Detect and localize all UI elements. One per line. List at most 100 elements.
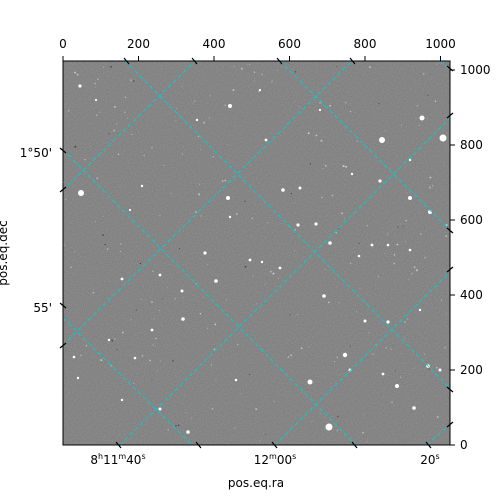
faint-star xyxy=(256,303,258,305)
ra-tick-labels: 8h11m40s 12m00s 20s xyxy=(90,452,439,467)
faint-star xyxy=(309,163,312,165)
faint-star xyxy=(315,134,318,137)
faint-star xyxy=(269,270,272,273)
right-tick-label: 1000 xyxy=(460,63,491,77)
faint-star xyxy=(277,278,279,280)
faint-star xyxy=(102,66,104,68)
faint-star xyxy=(143,154,145,157)
star xyxy=(342,352,348,358)
faint-star xyxy=(366,224,369,227)
ra-tick-label: 8h11m40s xyxy=(90,452,145,467)
faint-star xyxy=(181,153,184,155)
faint-star xyxy=(191,417,193,419)
faint-star xyxy=(114,338,116,340)
faint-star xyxy=(178,248,180,250)
star xyxy=(298,186,302,190)
faint-star xyxy=(195,211,197,213)
coordinate-grid xyxy=(63,61,450,445)
faint-star xyxy=(393,262,395,265)
right-tick-label: 400 xyxy=(460,288,483,302)
faint-star xyxy=(224,179,226,182)
faint-star xyxy=(402,225,404,227)
faint-star xyxy=(408,278,410,280)
faint-star xyxy=(294,250,296,252)
star xyxy=(214,279,218,283)
faint-star xyxy=(294,70,297,73)
faint-star xyxy=(84,158,86,161)
star xyxy=(378,179,382,183)
star xyxy=(314,222,318,226)
faint-star xyxy=(333,361,336,363)
faint-star xyxy=(319,413,321,415)
faint-star xyxy=(426,118,428,120)
faint-star xyxy=(324,164,327,167)
faint-star xyxy=(74,71,77,74)
star xyxy=(412,406,416,410)
star xyxy=(278,266,282,270)
faint-star xyxy=(329,104,332,107)
faint-star xyxy=(320,139,323,142)
faint-star xyxy=(251,236,252,238)
faint-star xyxy=(413,368,415,369)
star xyxy=(260,260,264,264)
ra-tick-label: 20s xyxy=(420,452,439,467)
faint-star xyxy=(367,441,369,443)
faint-star xyxy=(177,424,180,427)
faint-star xyxy=(356,311,358,313)
faint-star xyxy=(199,183,200,185)
faint-star xyxy=(117,153,120,156)
faint-star xyxy=(198,193,201,196)
faint-star xyxy=(163,164,165,166)
faint-star xyxy=(416,105,419,107)
ra-grid-line xyxy=(279,61,450,231)
faint-star xyxy=(416,269,418,272)
faint-star xyxy=(252,275,254,277)
faint-star xyxy=(111,339,114,342)
faint-star xyxy=(393,254,396,256)
faint-star xyxy=(385,347,388,349)
faint-star xyxy=(131,133,133,135)
faint-star xyxy=(391,401,393,404)
faint-star xyxy=(85,345,88,347)
star xyxy=(181,317,185,321)
faint-star xyxy=(399,376,402,378)
faint-star xyxy=(199,312,202,315)
faint-star xyxy=(294,101,295,102)
faint-star xyxy=(273,401,275,403)
star xyxy=(128,208,132,212)
star xyxy=(120,277,124,281)
faint-star xyxy=(429,176,432,179)
faint-star xyxy=(159,360,161,362)
faint-star xyxy=(224,104,226,106)
star xyxy=(228,215,232,219)
star xyxy=(76,376,80,380)
faint-star xyxy=(424,256,426,259)
sky-image xyxy=(63,61,450,445)
star xyxy=(357,254,361,258)
ra-grid-line xyxy=(63,149,357,445)
faint-star xyxy=(445,313,447,315)
faint-star xyxy=(349,345,351,347)
faint-star xyxy=(436,63,438,65)
faint-star xyxy=(422,73,425,75)
star xyxy=(133,356,137,360)
faint-star xyxy=(95,221,97,223)
faint-star xyxy=(170,192,172,195)
faint-star xyxy=(202,296,204,298)
faint-star xyxy=(244,200,246,202)
faint-star xyxy=(406,192,408,194)
faint-star xyxy=(234,427,236,429)
faint-star xyxy=(317,89,319,90)
dec-grid-line xyxy=(426,423,450,445)
faint-star xyxy=(197,135,200,137)
faint-star xyxy=(343,218,345,220)
faint-star xyxy=(248,373,251,376)
wcs-edge-ticks xyxy=(59,57,454,449)
faint-star xyxy=(130,319,132,321)
faint-star xyxy=(308,346,310,348)
star xyxy=(370,243,374,247)
star xyxy=(180,289,184,293)
faint-star xyxy=(181,85,183,87)
faint-star xyxy=(113,105,116,108)
